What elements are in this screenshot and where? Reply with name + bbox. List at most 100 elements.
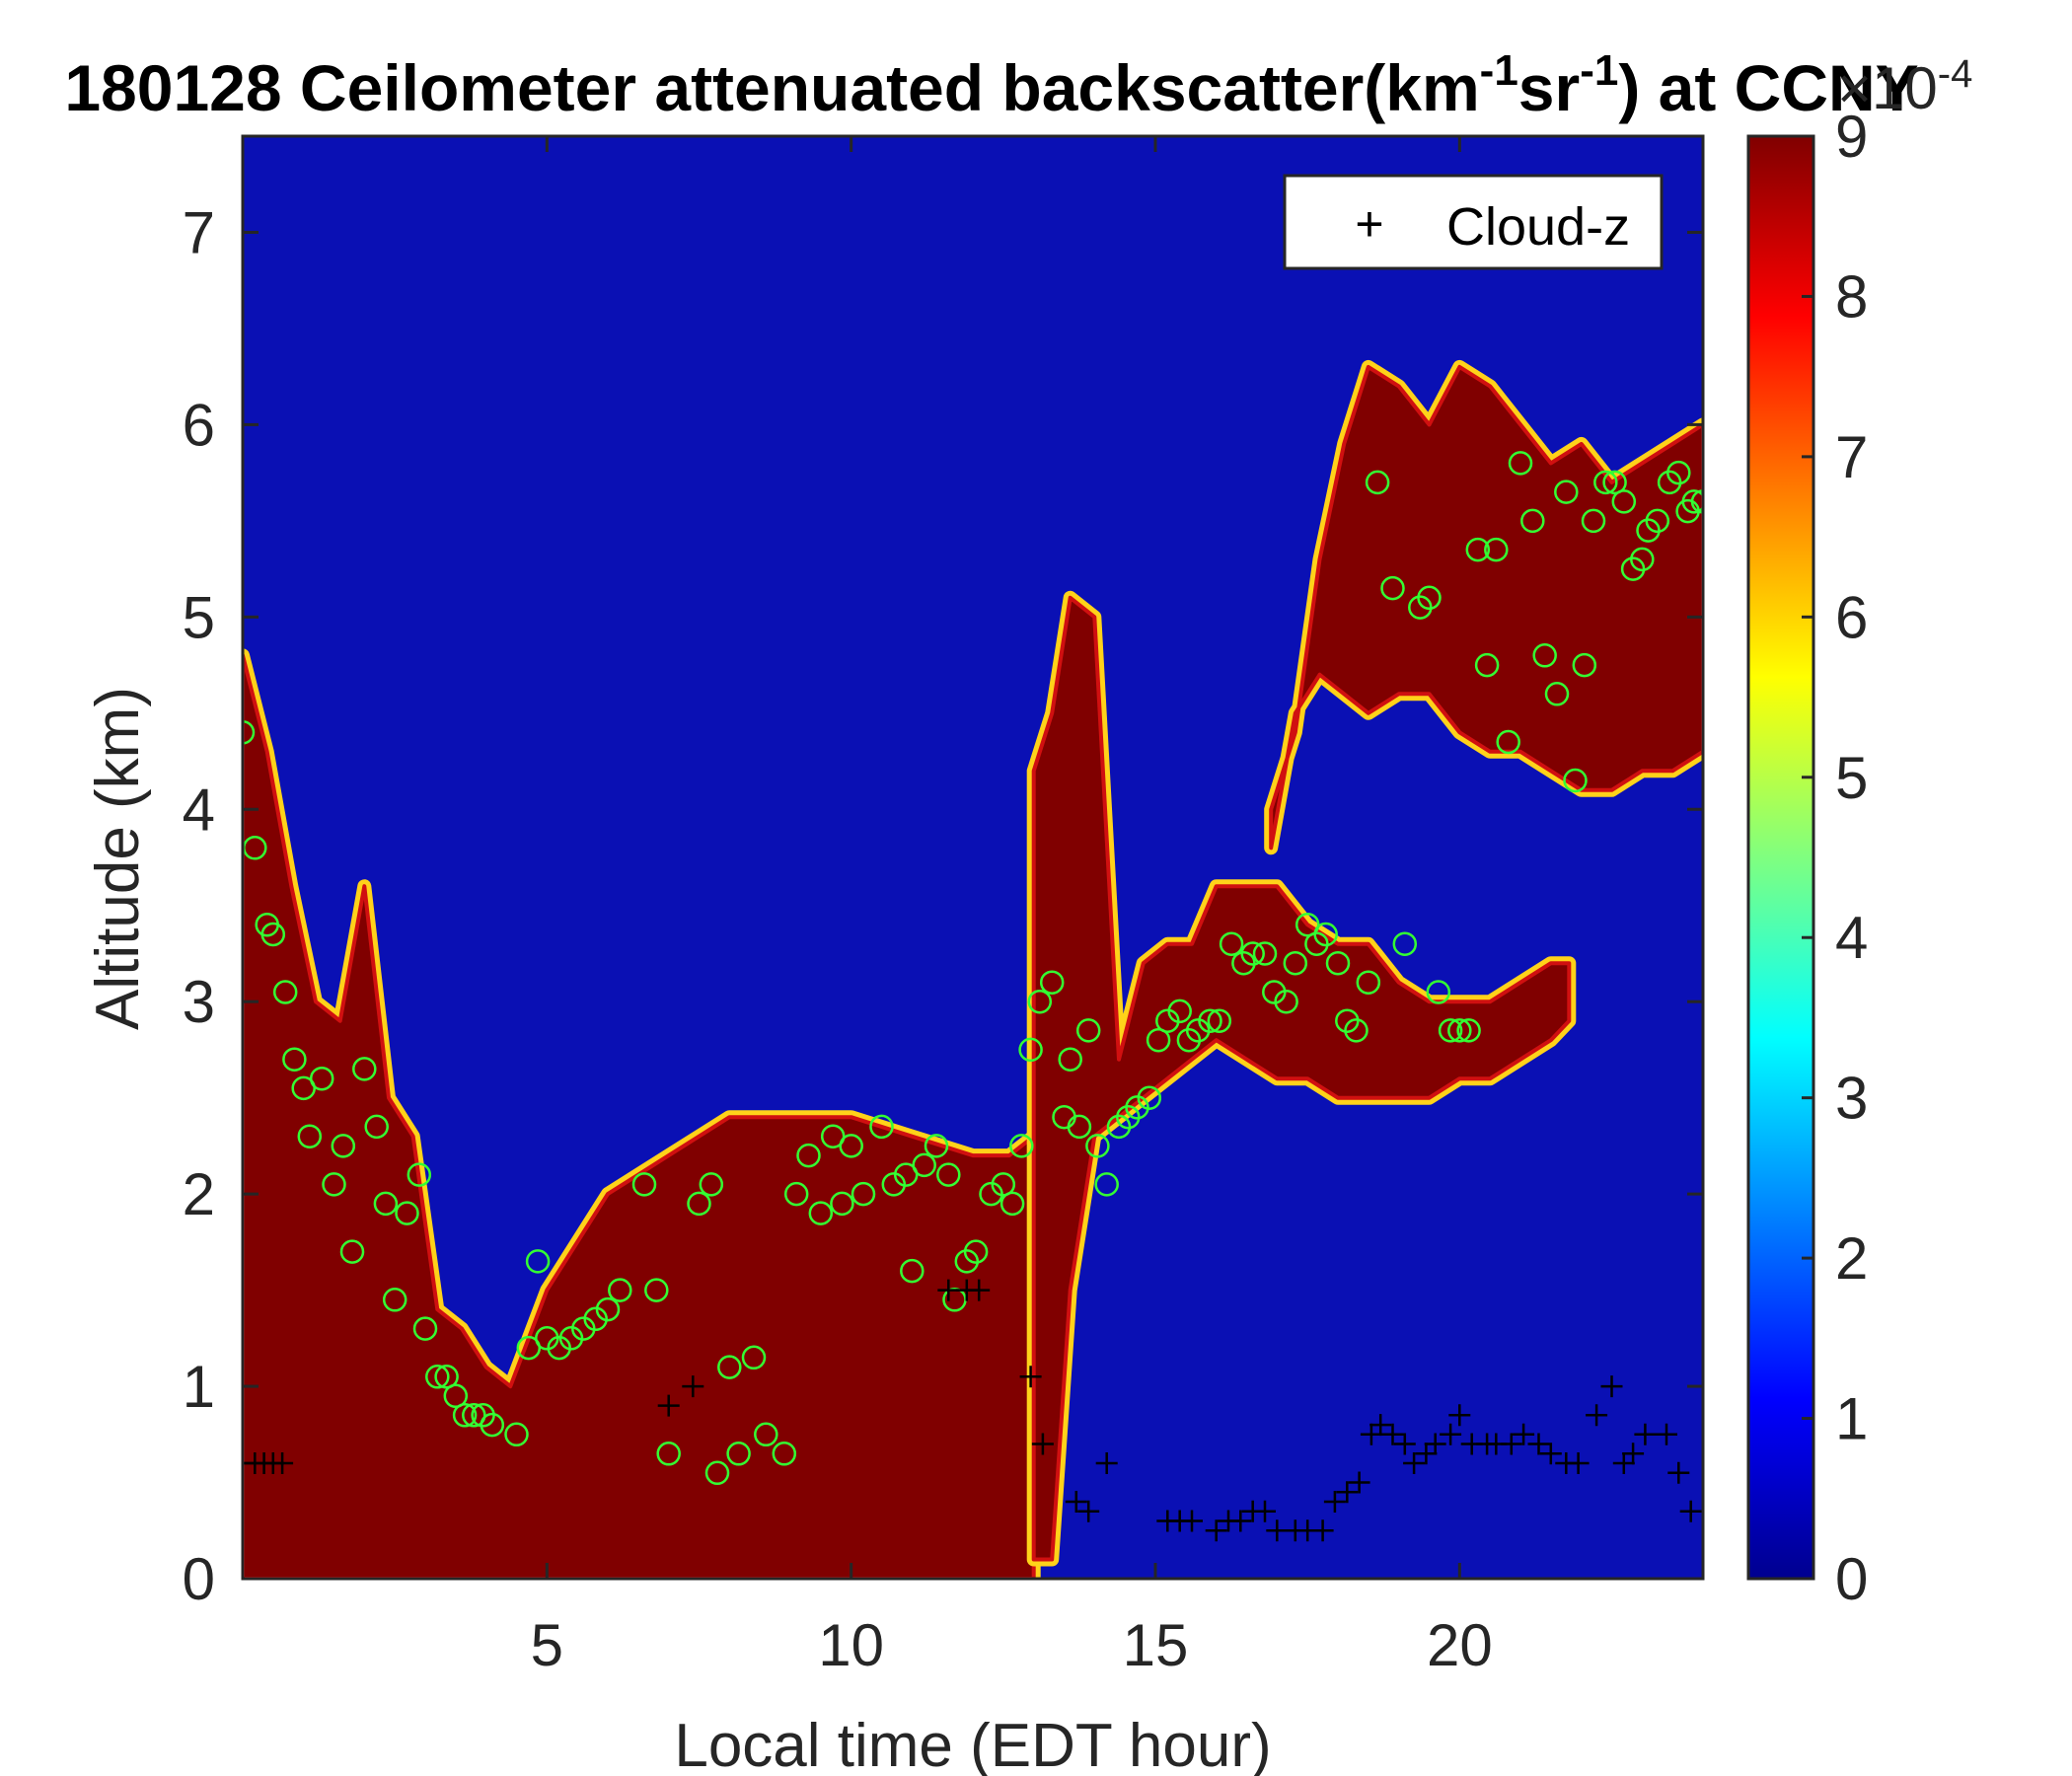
cloud-z-marker (1500, 1433, 1522, 1455)
green-circle (1252, 941, 1278, 966)
green-circle (912, 1152, 936, 1178)
green-circle (331, 1134, 356, 1158)
green-circle (699, 1172, 724, 1197)
green-circle (1274, 989, 1298, 1014)
green-circle (1198, 1008, 1222, 1033)
green-circle (1474, 652, 1500, 678)
green-circle (1283, 950, 1308, 976)
green-circle (820, 1124, 846, 1148)
cloud-z-marker (657, 1394, 680, 1417)
legend-marker: + (1355, 196, 1383, 252)
green-circle (322, 1172, 346, 1197)
y-tick-label: 7 (183, 199, 215, 265)
cloud-z-marker (1393, 1433, 1416, 1455)
colorbar-tick-label: 4 (1835, 905, 1868, 971)
green-circle (425, 1365, 450, 1389)
cloud-z-marker (1336, 1481, 1359, 1504)
cloud-z-marker (1381, 1423, 1404, 1445)
cloud-z-marker (1360, 1423, 1382, 1445)
cloud-z-marker (1656, 1423, 1677, 1445)
green-circle (1520, 508, 1545, 534)
green-circle (1295, 912, 1320, 937)
colorbar-tick-label: 2 (1835, 1225, 1868, 1292)
green-circle (783, 1181, 809, 1207)
green-circle (1219, 931, 1244, 956)
green-circle (260, 922, 286, 947)
green-circle (1365, 470, 1390, 495)
colorbar: 0 1 2 3 4 5 6 7 8 9 ×10-4 (1746, 52, 1973, 1612)
green-circle (1572, 652, 1597, 678)
green-circle (1681, 489, 1703, 514)
colorbar-tick-label: 9 (1835, 104, 1868, 170)
green-circle (1690, 489, 1703, 514)
green-circle (808, 1201, 834, 1225)
saturated-layer-0 (243, 653, 1036, 1579)
green-circle (631, 1172, 657, 1197)
green-circle (373, 1191, 399, 1217)
y-tick-label: 2 (183, 1161, 215, 1227)
green-circle (741, 1345, 767, 1370)
cloud-z-marker (1095, 1452, 1118, 1474)
green-circle (309, 1066, 334, 1091)
green-circle (291, 1075, 316, 1101)
x-tick-label: 20 (1427, 1612, 1493, 1678)
green-circle (656, 1442, 681, 1466)
green-circle (1356, 970, 1381, 995)
green-circle (364, 1114, 389, 1140)
green-circle (869, 1114, 894, 1140)
cloud-z-marker (1513, 1423, 1535, 1445)
green-circle (595, 1296, 621, 1322)
green-circle (1009, 1134, 1034, 1158)
green-circle (443, 1383, 469, 1409)
title-suffix: ) at CCNY (1618, 51, 1918, 124)
green-circle (1094, 1172, 1119, 1197)
green-circle (754, 1422, 778, 1447)
green-circle (1508, 451, 1533, 476)
legend: + Cloud-z (1283, 174, 1664, 270)
cloud-z-marker (1077, 1500, 1100, 1522)
colorbar-exponent-power: -4 (1938, 52, 1973, 96)
x-tick-label: 15 (1123, 1612, 1189, 1678)
green-circle (504, 1422, 529, 1447)
cloud-z-marker (1266, 1519, 1289, 1542)
green-circle (900, 1258, 925, 1284)
green-circle (1039, 970, 1065, 995)
green-circle (726, 1442, 751, 1466)
green-circle (704, 1460, 730, 1486)
green-circle (1563, 768, 1588, 793)
green-circle (282, 1047, 307, 1072)
y-tick-label: 5 (183, 584, 215, 650)
green-circle (480, 1412, 505, 1438)
green-circle (1027, 989, 1053, 1014)
green-circle (525, 1249, 551, 1274)
green-circle (687, 1191, 711, 1217)
green-circle (991, 1172, 1016, 1197)
green-circle (352, 1057, 377, 1081)
colorbar-tick-label: 5 (1835, 745, 1868, 811)
green-circle (924, 1134, 949, 1158)
green-circle (1581, 508, 1606, 534)
green-circle (999, 1191, 1025, 1217)
cloud-z-marker (1065, 1491, 1087, 1513)
green-circle (1075, 1018, 1101, 1043)
green-circle (717, 1355, 742, 1379)
colorbar-ticks: 0 1 2 3 4 5 6 7 8 9 (1802, 104, 1868, 1612)
y-tick-label: 3 (183, 969, 215, 1035)
green-circle (452, 1403, 478, 1428)
title-mid: sr (1518, 51, 1580, 124)
colorbar-tick-label: 1 (1835, 1386, 1868, 1452)
cloud-z-marker (1403, 1452, 1426, 1474)
cloud-z-marker (1634, 1423, 1657, 1445)
green-circle (297, 1124, 323, 1148)
x-tick-label: 5 (531, 1612, 563, 1678)
title-sup2: -1 (1580, 46, 1618, 95)
green-circle (1207, 1008, 1232, 1033)
cloud-z-marker (1181, 1510, 1203, 1532)
green-circle (382, 1288, 407, 1312)
cloud-z-marker (1369, 1414, 1392, 1437)
plot-frame (241, 134, 1705, 1581)
cloud-z-marker (1622, 1443, 1645, 1465)
cloud-z-marker (1600, 1375, 1623, 1398)
y-tick-label: 4 (183, 777, 215, 843)
cloud-z-markers (243, 1279, 1703, 1542)
